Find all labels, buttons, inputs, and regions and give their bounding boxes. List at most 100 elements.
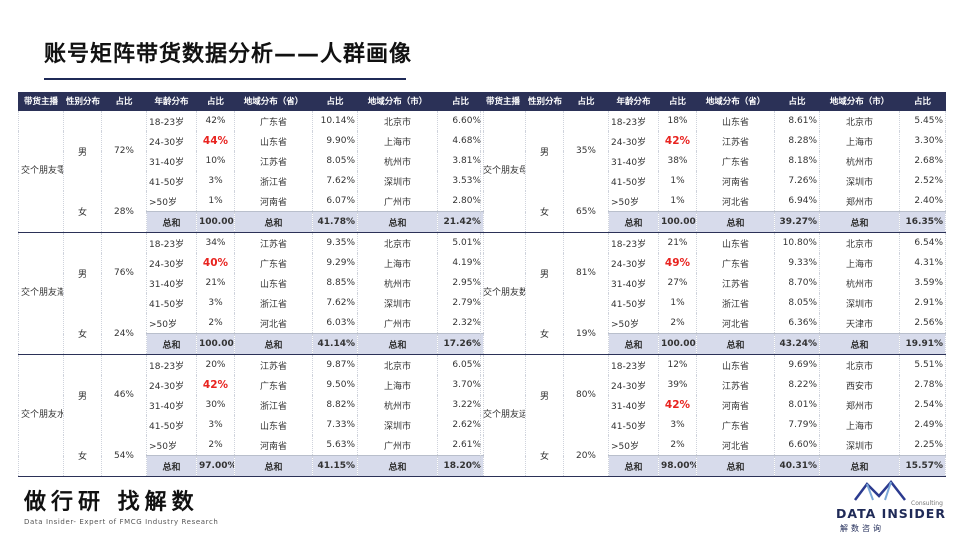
column-header: 年龄分布 xyxy=(146,92,197,111)
total-city-name: 总和 xyxy=(357,455,438,477)
province-share: 8.85% xyxy=(312,273,358,293)
age-group: 18-23岁 xyxy=(608,354,659,375)
column-header: 占比 xyxy=(658,92,697,111)
city-name: 北京市 xyxy=(357,354,438,375)
city-name: 上海市 xyxy=(819,131,900,151)
table-row: 31-40岁 30% 浙江省 8.82% 杭州市 3.22% xyxy=(19,395,484,415)
city-name: 深圳市 xyxy=(819,435,900,456)
city-name: 深圳市 xyxy=(357,171,438,191)
total-city-name: 总和 xyxy=(357,333,438,355)
column-header: 地域分布（市） xyxy=(819,92,900,111)
province-name: 河北省 xyxy=(696,191,775,212)
province-name: 山东省 xyxy=(234,415,313,435)
age-group: 18-23岁 xyxy=(608,232,659,253)
province-name: 浙江省 xyxy=(234,171,313,191)
city-share: 4.19% xyxy=(437,253,484,273)
age-group: 31-40岁 xyxy=(608,395,659,415)
province-name: 河北省 xyxy=(696,313,775,334)
brand-consulting-label: Consulting xyxy=(911,500,943,507)
age-share: 3% xyxy=(196,415,235,435)
age-share: 39% xyxy=(658,375,697,395)
total-age-group: 总和 xyxy=(608,333,659,355)
table-row: 41-50岁 3% 山东省 7.33% 深圳市 2.62% xyxy=(19,415,484,435)
province-share: 8.22% xyxy=(774,375,820,395)
city-name: 广州市 xyxy=(357,313,438,334)
gender-share: 80% xyxy=(563,375,609,415)
province-share: 9.33% xyxy=(774,253,820,273)
age-group: 24-30岁 xyxy=(608,375,659,395)
total-city-name: 总和 xyxy=(357,211,438,233)
city-share: 2.32% xyxy=(437,313,484,334)
gender-share: 35% xyxy=(563,131,609,171)
column-header: 性别分布 xyxy=(63,92,102,111)
city-name: 深圳市 xyxy=(357,415,438,435)
column-header: 带货主播 xyxy=(18,92,64,111)
city-name: 杭州市 xyxy=(357,395,438,415)
gender-label: 女 xyxy=(525,435,564,477)
province-name: 广东省 xyxy=(234,253,313,273)
gender-label: 男 xyxy=(63,131,102,171)
gender-share: 54% xyxy=(101,435,147,477)
province-name: 河南省 xyxy=(234,191,313,212)
age-share: 1% xyxy=(658,293,697,313)
column-header: 性别分布 xyxy=(525,92,564,111)
city-name: 郑州市 xyxy=(819,395,900,415)
total-age-share: 100.00% xyxy=(196,211,235,233)
table-row: 31-40岁 10% 江苏省 8.05% 杭州市 3.81% xyxy=(19,151,484,171)
province-share: 7.33% xyxy=(312,415,358,435)
city-share: 2.54% xyxy=(899,395,946,415)
age-share: 34% xyxy=(196,232,235,253)
city-share: 4.31% xyxy=(899,253,946,273)
age-group: 24-30岁 xyxy=(146,375,197,395)
city-name: 上海市 xyxy=(819,253,900,273)
total-city-name: 总和 xyxy=(819,333,900,355)
gender-label: 女 xyxy=(525,191,564,233)
city-name: 广州市 xyxy=(357,435,438,456)
age-group: 41-50岁 xyxy=(608,293,659,313)
anchor-name: 交个朋友数码电器 xyxy=(480,232,526,355)
age-share: 2% xyxy=(196,435,235,456)
province-share: 7.79% xyxy=(774,415,820,435)
brand-name: DATA INSIDER xyxy=(836,506,946,521)
total-age-group: 总和 xyxy=(146,455,197,477)
total-province-share: 40.31% xyxy=(774,455,820,477)
column-header: 占比 xyxy=(774,92,820,111)
table-row: 男 35% 24-30岁 42% 江苏省 8.28% 上海市 3.30% xyxy=(481,131,946,171)
gender-empty-cell xyxy=(63,232,102,253)
anchor-name: 交个朋友运动商务男装 xyxy=(480,354,526,477)
gender-share: 20% xyxy=(563,435,609,477)
gender-empty-cell xyxy=(101,354,147,375)
age-share: 38% xyxy=(658,151,697,171)
total-row: 总和 98.00% 总和 40.31% 总和 15.57% xyxy=(481,455,946,477)
column-header: 占比 xyxy=(312,92,358,111)
gender-empty-cell xyxy=(63,171,102,191)
column-header: 占比 xyxy=(101,92,147,111)
age-group: 24-30岁 xyxy=(146,253,197,273)
column-header: 地域分布（省） xyxy=(234,92,313,111)
province-name: 江苏省 xyxy=(696,375,775,395)
province-share: 6.36% xyxy=(774,313,820,334)
province-name: 山东省 xyxy=(696,110,775,131)
gender-empty-cell xyxy=(525,110,564,131)
table-row: 41-50岁 3% 浙江省 7.62% 深圳市 2.79% xyxy=(19,293,484,313)
total-city-share: 17.26% xyxy=(437,333,484,355)
city-name: 上海市 xyxy=(819,415,900,435)
age-group: 18-23岁 xyxy=(146,110,197,131)
total-city-name: 总和 xyxy=(819,211,900,233)
total-province-name: 总和 xyxy=(234,211,313,233)
age-share: 3% xyxy=(196,171,235,191)
gender-empty-cell xyxy=(101,110,147,131)
province-share: 6.94% xyxy=(774,191,820,212)
gender-share: 28% xyxy=(101,191,147,233)
city-share: 2.80% xyxy=(437,191,484,212)
city-name: 上海市 xyxy=(357,375,438,395)
province-name: 江苏省 xyxy=(696,273,775,293)
column-header: 占比 xyxy=(437,92,484,111)
province-name: 浙江省 xyxy=(234,293,313,313)
table-row: 男 81% 24-30岁 49% 广东省 9.33% 上海市 4.31% xyxy=(481,253,946,293)
province-share: 7.62% xyxy=(312,293,358,313)
city-name: 杭州市 xyxy=(819,151,900,171)
gender-label: 女 xyxy=(63,435,102,477)
